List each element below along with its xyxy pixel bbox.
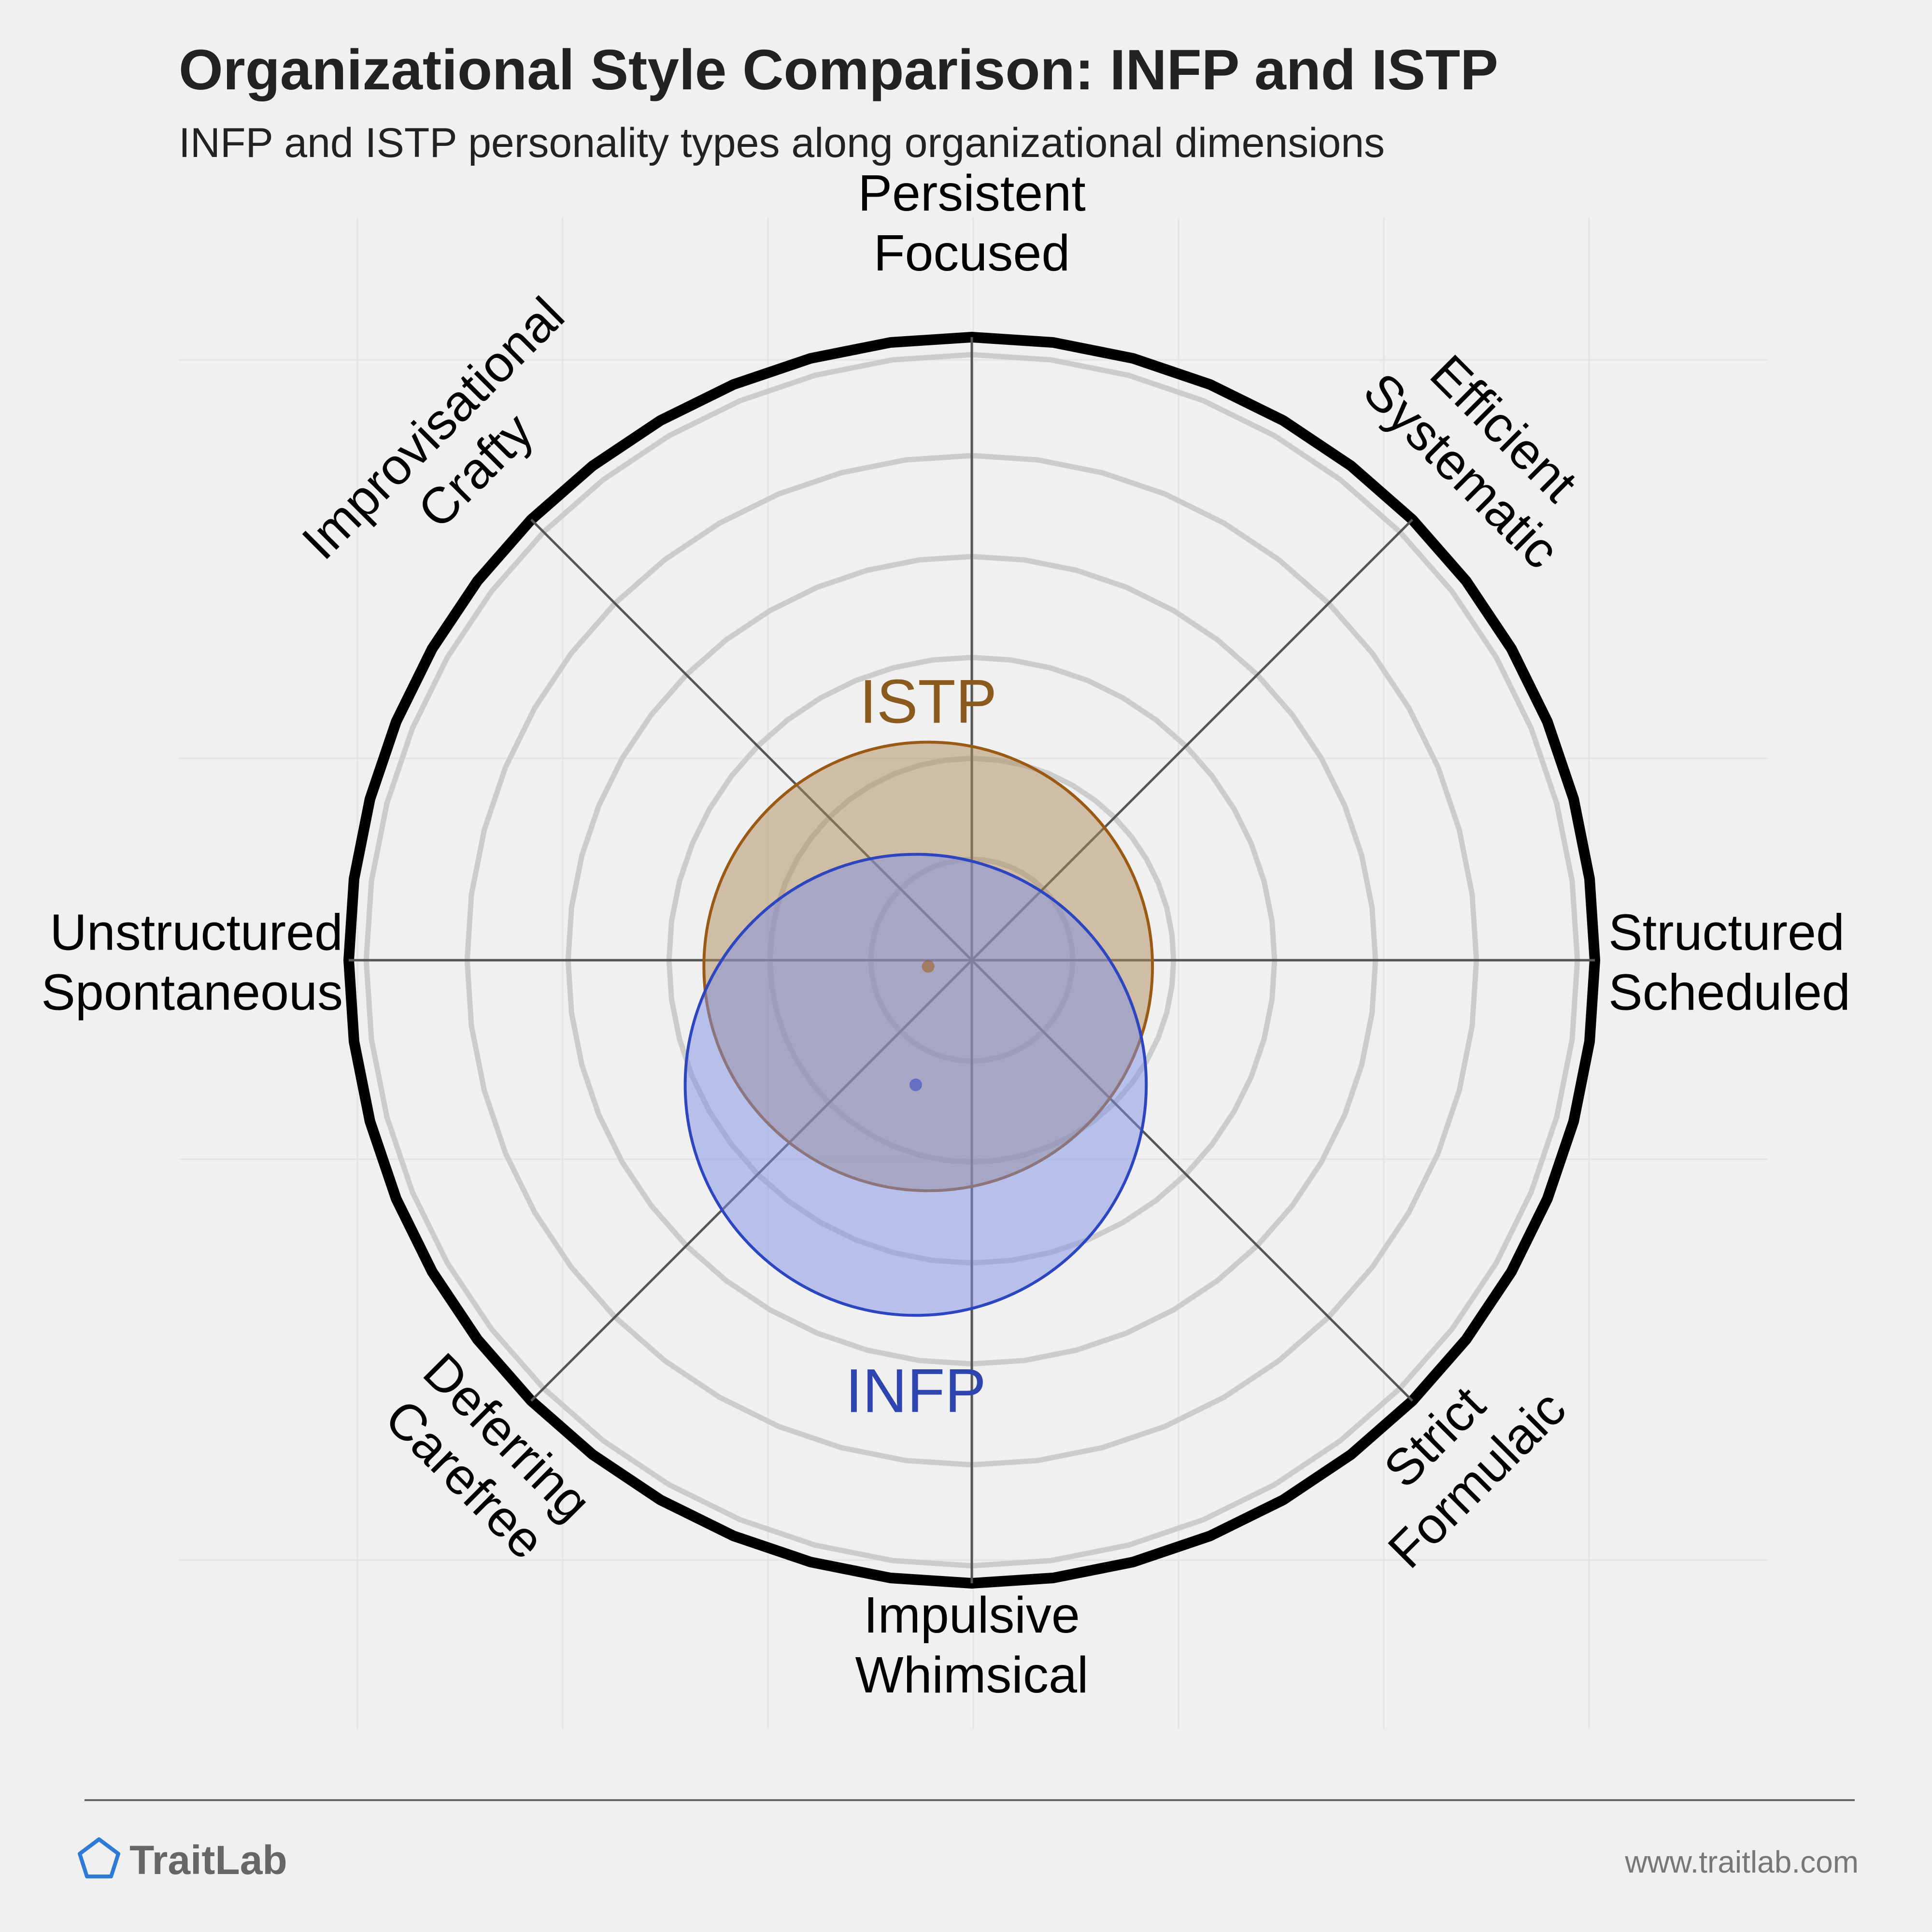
axis-label-impulsive: Impulsive Whimsical: [855, 1587, 1089, 1704]
series-layer: ISTP INFP: [683, 668, 1154, 1425]
axis-label-persistent-line-1: Focused: [874, 225, 1070, 282]
axis-label-unstructured-line-0: Unstructured: [50, 904, 343, 961]
axis-label-structured-line-0: Structured: [1608, 904, 1845, 961]
chart-subtitle: INFP and ISTP personality types along or…: [179, 120, 1385, 166]
axis-label-unstructured: Unstructured Spontaneous: [41, 904, 343, 1021]
axis-label-structured: Structured Scheduled: [1608, 904, 1850, 1021]
axis-label-persistent-line-0: Persistent: [858, 165, 1085, 222]
traitlab-logo-icon: [78, 1837, 120, 1878]
series-center-istp: [922, 960, 935, 973]
axis-label-structured-line-1: Scheduled: [1608, 964, 1850, 1021]
axis-label-impulsive-line-1: Whimsical: [855, 1647, 1089, 1704]
axis-label-persistent: Persistent Focused: [858, 165, 1085, 282]
chart-title: Organizational Style Comparison: INFP an…: [179, 38, 1498, 102]
axis-label-impulsive-line-0: Impulsive: [864, 1587, 1080, 1644]
series-center-infp: [909, 1079, 922, 1091]
footer-url: www.traitlab.com: [1624, 1845, 1859, 1879]
series-label-infp: INFP: [845, 1356, 986, 1425]
axis-label-unstructured-line-1: Spontaneous: [41, 964, 343, 1021]
series-label-istp: ISTP: [859, 668, 997, 737]
footer-brand: TraitLab: [129, 1837, 287, 1883]
